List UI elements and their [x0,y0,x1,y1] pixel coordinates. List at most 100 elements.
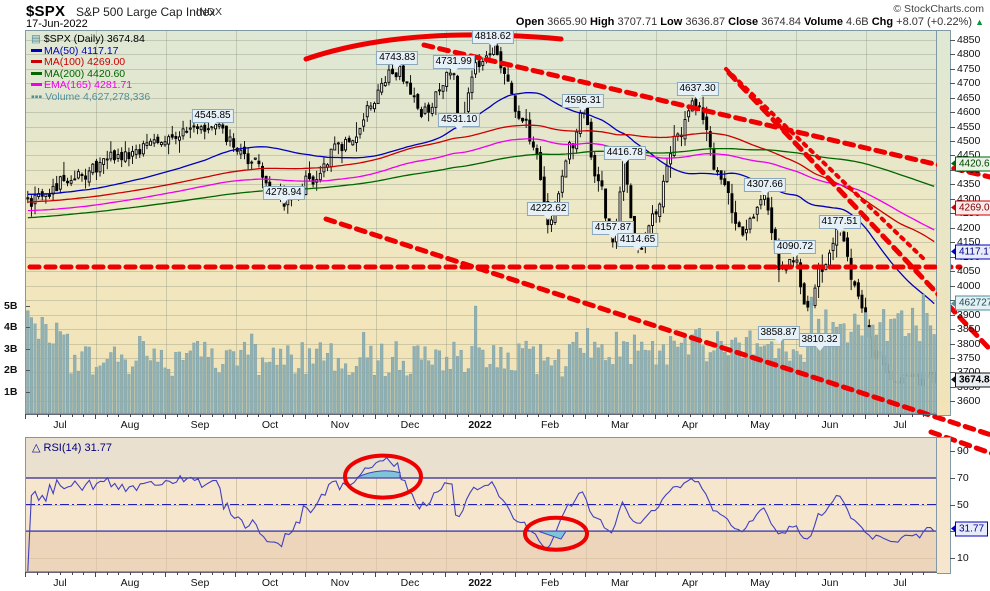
price-callout-tag: 4090.72 [773,240,817,259]
x-axis-tick [305,572,306,577]
x-axis-tick [106,414,108,417]
x-axis-tick [760,572,761,575]
axis-tick [950,386,955,388]
x-axis-tick [783,572,785,575]
x-axis-tick [841,572,843,575]
axis-tick [950,68,955,70]
x-axis-tick [841,414,843,417]
price-callout-tag: 4416.78 [603,146,646,165]
legend-ma200: MA(200) 4420.60 [44,67,126,80]
x-axis-tick [398,572,400,575]
price-callout-tag: 4307.66 [743,177,786,196]
axis-tick [950,54,955,56]
price-x-axis-band [25,414,937,421]
x-axis-tick [538,414,540,417]
axis-tick [950,242,955,244]
legend-price: $SPX (Daily) 3674.84 [43,33,145,45]
rsi-icon: △ [32,442,41,454]
axis-value-flag: 4269.00 [950,200,990,216]
x-axis-tick [130,414,131,417]
price-callout-tag: 4278.94 [262,185,305,204]
price-callout-tag: 4743.83 [376,51,419,70]
x-axis-tick [153,414,155,417]
axis-tick-label: 4750 [957,62,981,75]
x-axis-tick [386,572,388,575]
volume-axis-label: 1B [4,385,18,398]
x-axis-label: Nov [330,577,350,589]
rsi-oversold-fill [537,530,567,540]
legend-ma100: MA(100) 4269.00 [44,56,126,69]
x-axis-tick [83,414,85,417]
x-axis-tick [783,414,785,417]
x-axis-tick [363,414,365,417]
axis-tick [950,557,955,559]
x-axis-tick [223,414,225,417]
price-chart-panel[interactable]: ▤ $SPX (Daily) 3674.84 MA(50) 4117.17 MA… [4,29,990,438]
axis-tick [950,504,955,506]
axis-tick-label: 10 [957,551,969,564]
chart-header: $SPX S&P 500 Large Cap Index INDX 17-Jun… [0,0,990,30]
axis-tick [950,184,955,186]
legend-volume: Volume 4,627,278,336 [45,90,151,103]
x-axis-label: Feb [540,419,560,431]
x-axis-tick [888,414,890,417]
ema165-swatch-icon [31,83,42,87]
candle-icon: ▤ [31,33,41,45]
x-axis-tick [713,572,715,575]
x-axis-tick [550,414,551,417]
x-axis-label: May [750,577,770,589]
x-axis-tick [211,572,213,575]
x-axis-tick [130,572,131,575]
x-axis-tick [235,414,236,419]
x-axis-tick [748,572,750,575]
price-callout-tag: 4731.99 [432,54,475,73]
x-axis-tick [421,414,423,417]
x-axis-tick [876,414,878,417]
x-axis-tick [561,414,563,417]
x-axis-tick [736,414,738,417]
axis-tick [950,140,955,142]
x-axis-tick [806,572,808,575]
rsi-value-flag: 31.77 [950,521,989,537]
legend-ma50: MA(50) 4117.17 [44,44,119,57]
x-axis-label: Oct [261,577,279,589]
x-axis-label: Jul [893,577,907,589]
x-axis-tick [736,572,738,575]
volume-axis-tick [26,391,30,393]
x-axis-tick [48,572,50,575]
x-axis-tick [36,572,38,575]
x-axis-tick [865,572,866,577]
x-axis-tick [410,414,411,417]
price-callout-tag: 4222.62 [527,202,570,221]
axis-tick [950,401,955,403]
x-axis-tick [468,414,470,417]
price-callout-tag: 4637.30 [676,82,719,101]
x-axis-tick [573,414,575,417]
x-axis-tick [608,414,610,417]
x-axis-tick [433,572,435,575]
open-label: Open [515,16,545,28]
symbol-name: S&P 500 Large Cap Index [76,5,216,19]
x-axis-label: May [750,419,770,431]
x-axis-tick [410,572,411,575]
x-axis-label: Oct [261,419,279,431]
rsi-chart-panel[interactable]: △ RSI(14) 31.77 [25,429,990,572]
lower-descending-trendline [323,216,990,438]
x-axis-tick [188,414,190,417]
rsi-axis-strip [937,437,951,574]
price-axis-strip [937,30,951,416]
x-axis-tick [456,414,458,417]
x-axis-tick [293,572,295,575]
x-axis-tick [141,572,143,575]
x-axis-tick [853,572,855,575]
volume-axis-tick [26,348,30,350]
x-axis-tick [445,414,446,419]
x-axis-tick [351,572,353,575]
price-callout-tag: 4157.87 [591,220,635,239]
x-axis-tick [911,572,913,575]
axis-value-flag: 4117.17 [950,244,990,260]
ma50-line [27,92,935,305]
x-axis-tick [316,414,318,417]
x-axis-tick [795,572,796,577]
x-axis-tick [771,414,773,417]
